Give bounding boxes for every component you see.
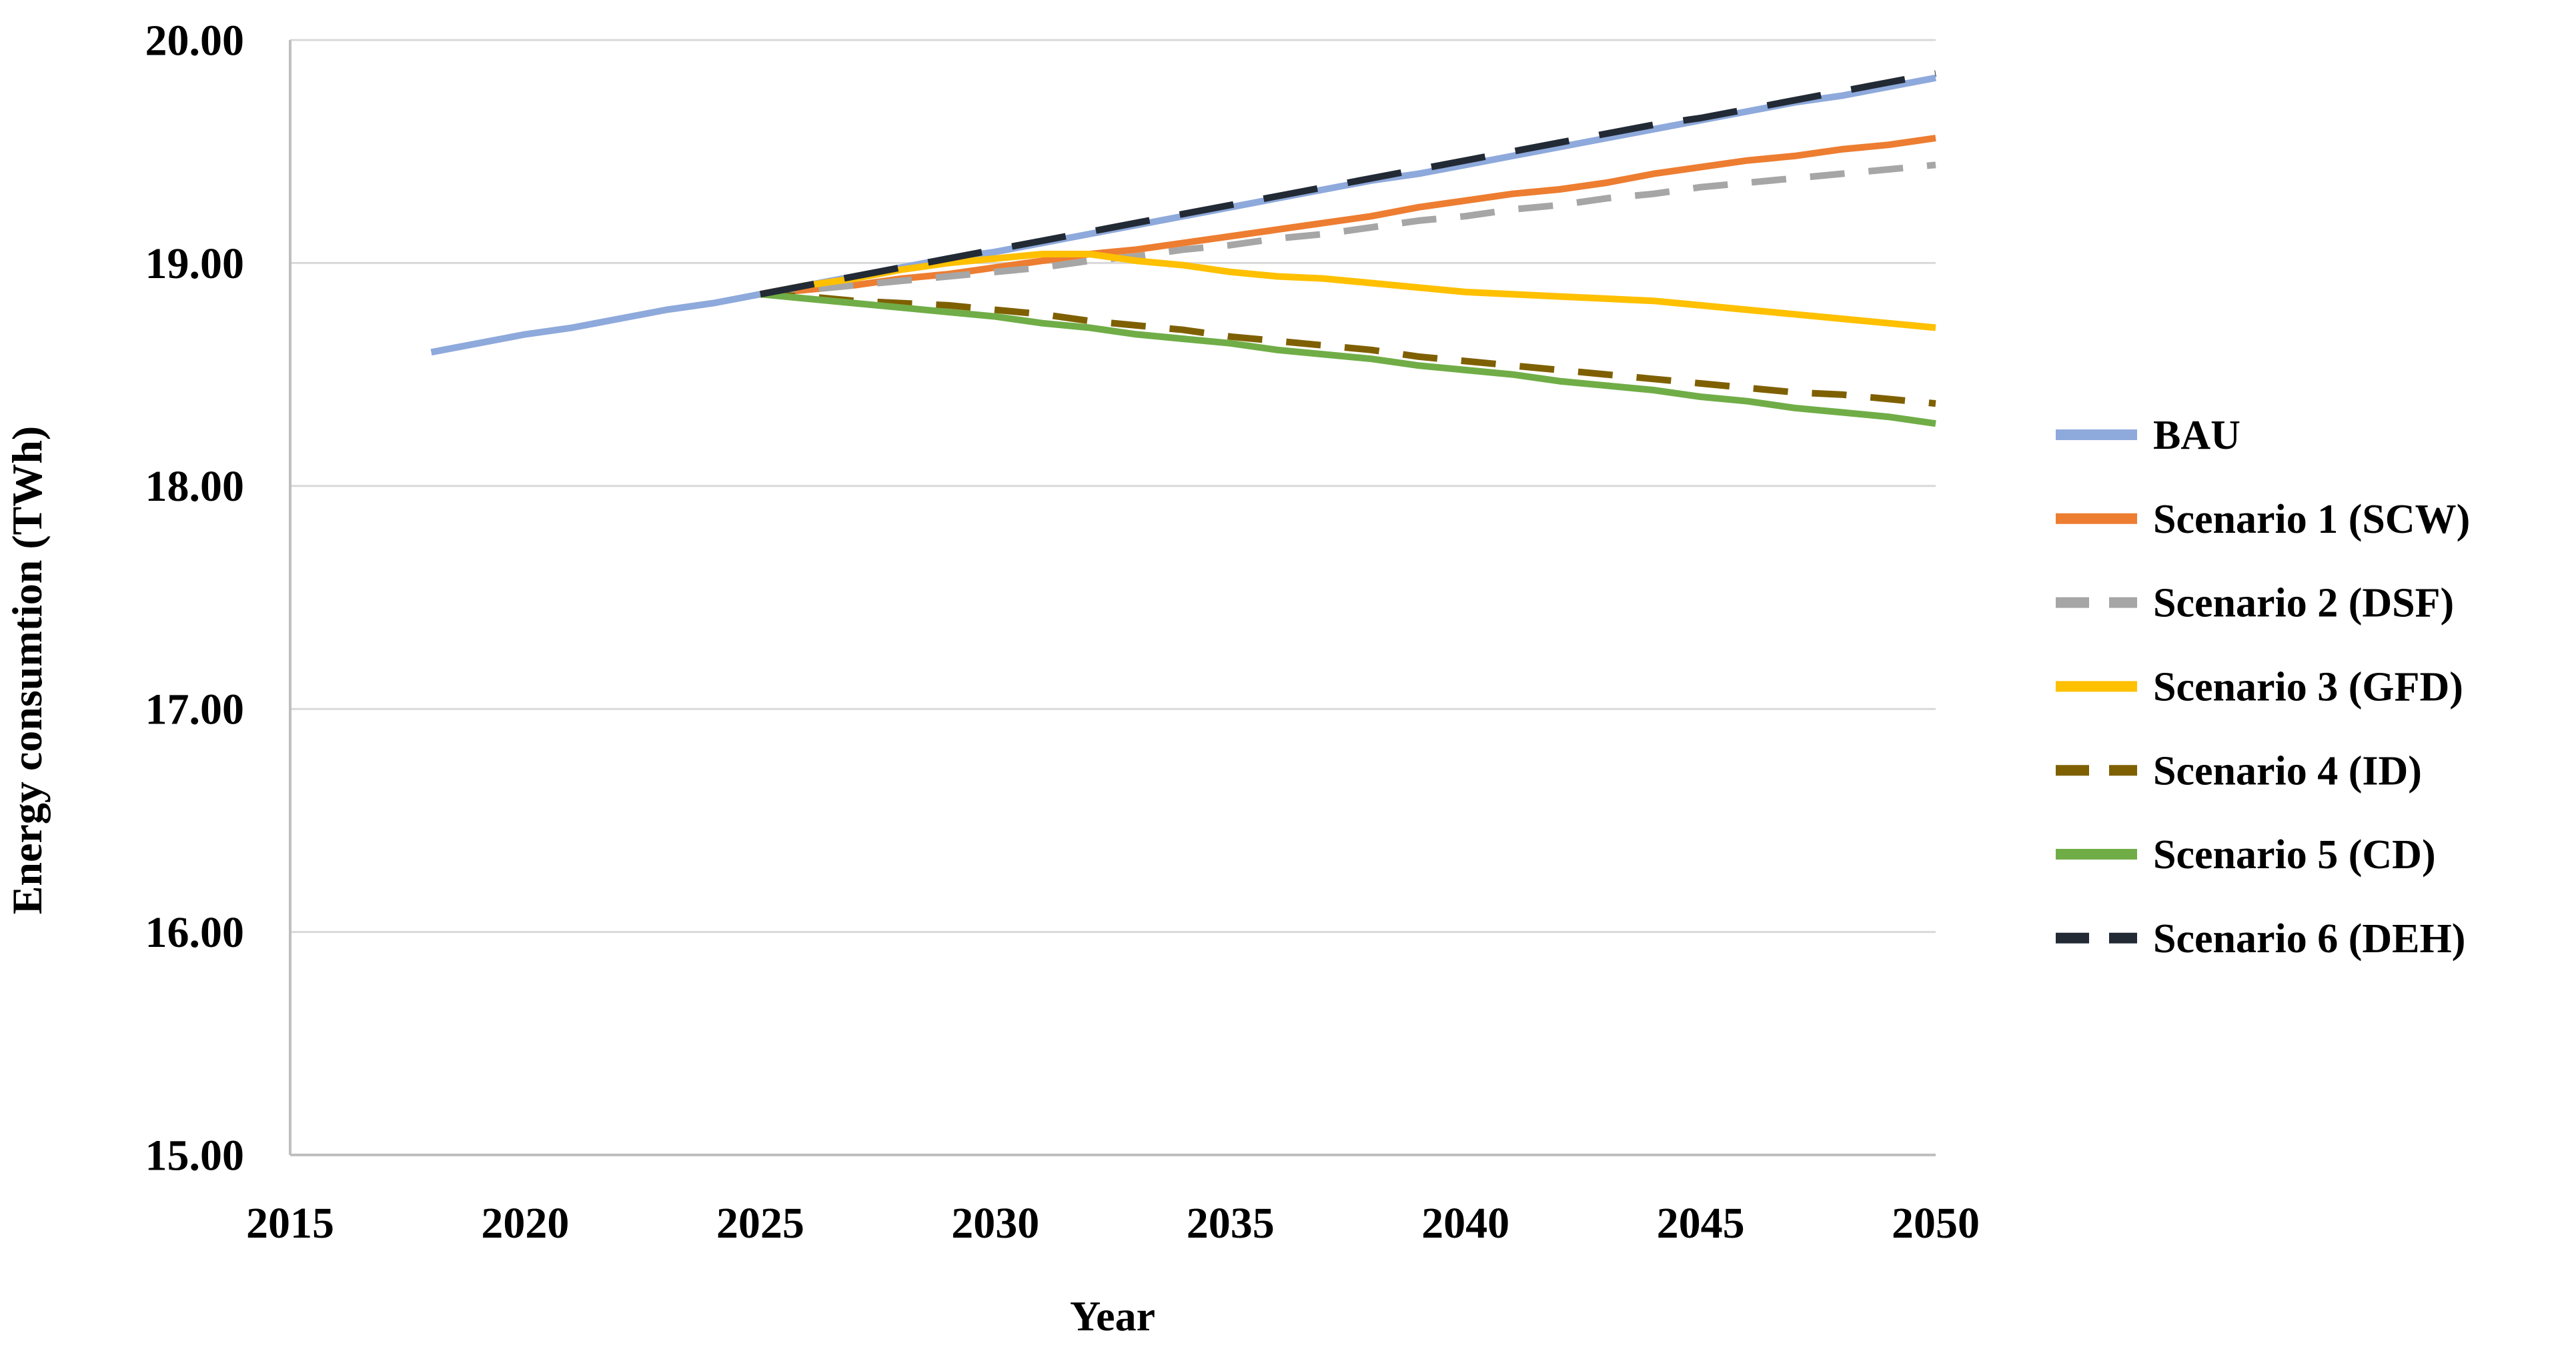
- x-tick-label: 2035: [1187, 1199, 1275, 1248]
- data-series-lines: [430, 70, 1936, 427]
- x-tick-label: 2050: [1892, 1199, 1980, 1248]
- legend: BAU Scenario 1 (SCW) Scenario 2 (DSF) Scena…: [2056, 413, 2470, 962]
- y-axis-title: Energy consumtion (TWh): [3, 426, 51, 915]
- legend-label: Scenario 3 (GFD): [2153, 665, 2463, 710]
- y-axis-tick-labels: 15.00 16.00 17.00 18.00 19.00 20.00: [145, 16, 245, 1180]
- series-line-scenario-4-id: [760, 291, 1936, 407]
- x-tick-label: 2025: [716, 1199, 804, 1248]
- legend-item: Scenario 5 (CD): [2056, 832, 2436, 878]
- series-line-scenario-2-dsf: [760, 161, 1936, 298]
- legend-label: Scenario 2 (DSF): [2153, 581, 2454, 626]
- series-line-scenario-1-scw: [760, 135, 1936, 298]
- axes: [289, 40, 1936, 1156]
- legend-item: Scenario 1 (SCW): [2056, 497, 2470, 542]
- x-tick-label: 2020: [481, 1199, 569, 1248]
- legend-label: Scenario 4 (ID): [2153, 748, 2422, 794]
- series-line-scenario-3-gfd: [759, 251, 1936, 331]
- y-tick-label: 18.00: [145, 462, 245, 511]
- x-axis-title: Year: [1070, 1292, 1155, 1340]
- x-tick-label: 2030: [951, 1199, 1039, 1248]
- legend-item: Scenario 2 (DSF): [2056, 581, 2454, 626]
- series-line-scenario-6-deh: [759, 70, 1936, 298]
- legend-label: Scenario 6 (DEH): [2153, 916, 2465, 962]
- x-tick-label: 2015: [246, 1199, 334, 1248]
- x-axis-tick-labels: 2015 2020 2025 2030 2035 2040 2045 2050: [246, 1199, 1980, 1248]
- y-tick-label: 16.00: [145, 908, 245, 957]
- series-line-scenario-5-cd: [760, 291, 1936, 427]
- legend-label: BAU: [2153, 413, 2240, 458]
- gridlines: [290, 39, 1936, 1156]
- y-tick-label: 17.00: [145, 686, 245, 734]
- legend-item: Scenario 4 (ID): [2056, 748, 2422, 794]
- legend-label: Scenario 1 (SCW): [2153, 497, 2470, 542]
- y-tick-label: 15.00: [145, 1131, 245, 1180]
- y-tick-label: 19.00: [145, 239, 245, 288]
- legend-item: BAU: [2056, 413, 2240, 458]
- legend-label: Scenario 5 (CD): [2153, 832, 2436, 878]
- x-tick-label: 2045: [1657, 1199, 1745, 1248]
- x-tick-label: 2040: [1421, 1199, 1509, 1248]
- y-tick-label: 20.00: [145, 16, 245, 65]
- legend-item: Scenario 6 (DEH): [2056, 916, 2465, 962]
- legend-item: Scenario 3 (GFD): [2056, 665, 2463, 710]
